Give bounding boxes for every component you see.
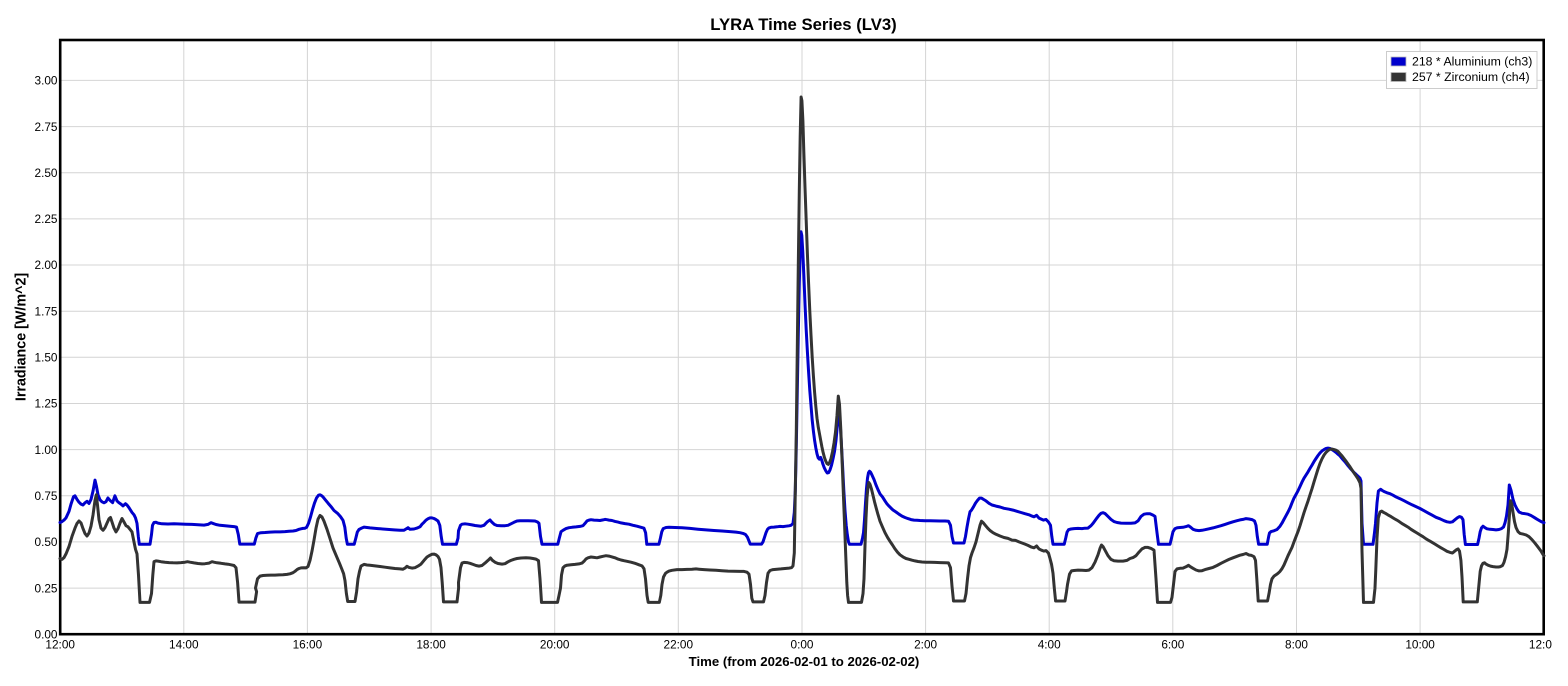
svg-text:LYRA Time Series (LV3): LYRA Time Series (LV3) <box>710 15 896 34</box>
svg-text:1.75: 1.75 <box>35 304 58 318</box>
svg-text:2.75: 2.75 <box>35 120 58 134</box>
svg-text:1.25: 1.25 <box>35 397 58 411</box>
svg-text:12:00: 12:00 <box>45 638 75 652</box>
svg-text:2.25: 2.25 <box>35 212 58 226</box>
svg-text:Irradiance [W/m^2]: Irradiance [W/m^2] <box>14 273 30 401</box>
svg-text:14:00: 14:00 <box>169 638 199 652</box>
svg-text:0.25: 0.25 <box>35 581 58 595</box>
svg-text:0:00: 0:00 <box>791 638 814 652</box>
svg-text:2.00: 2.00 <box>35 258 58 272</box>
svg-text:20:00: 20:00 <box>540 638 570 652</box>
svg-text:218 * Aluminium (ch3): 218 * Aluminium (ch3) <box>1412 54 1532 68</box>
svg-text:18:00: 18:00 <box>416 638 446 652</box>
svg-text:Time (from 2026-02-01 to 2026-: Time (from 2026-02-01 to 2026-02-02) <box>689 654 920 669</box>
svg-text:4:00: 4:00 <box>1038 638 1061 652</box>
svg-text:6:00: 6:00 <box>1161 638 1184 652</box>
svg-text:0.00: 0.00 <box>35 627 58 641</box>
svg-text:8:00: 8:00 <box>1285 638 1308 652</box>
svg-text:16:00: 16:00 <box>293 638 323 652</box>
svg-text:1.00: 1.00 <box>35 443 58 457</box>
svg-text:12:00: 12:00 <box>1529 638 1559 652</box>
svg-text:0.50: 0.50 <box>35 535 58 549</box>
svg-text:0.75: 0.75 <box>35 489 58 503</box>
svg-text:10:00: 10:00 <box>1405 638 1435 652</box>
svg-text:2:00: 2:00 <box>914 638 937 652</box>
svg-text:2.50: 2.50 <box>35 166 58 180</box>
svg-text:257 * Zirconium (ch4): 257 * Zirconium (ch4) <box>1412 70 1530 84</box>
svg-text:1.50: 1.50 <box>35 351 58 365</box>
svg-text:22:00: 22:00 <box>664 638 694 652</box>
svg-text:3.00: 3.00 <box>35 74 58 88</box>
